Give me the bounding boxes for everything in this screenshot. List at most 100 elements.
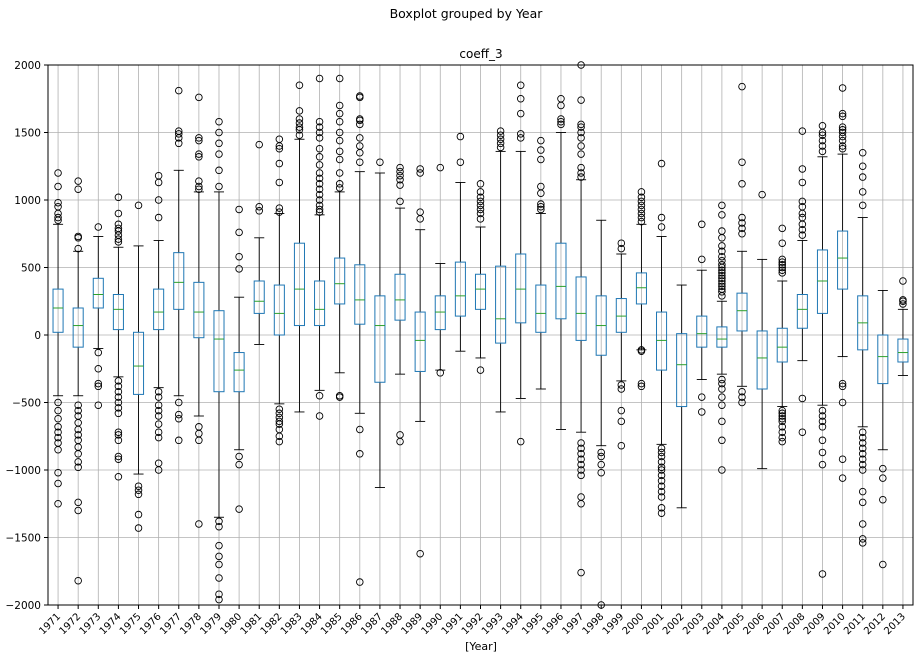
flier-point (838, 455, 847, 463)
flier-point (275, 409, 284, 418)
flier-point (74, 425, 82, 434)
flier-point (637, 347, 646, 355)
flier-point (818, 423, 827, 431)
iqr-box (474, 273, 487, 310)
flier-point (778, 255, 786, 264)
iqr-box (374, 295, 386, 383)
flier-point (537, 189, 545, 197)
flier-point (315, 392, 324, 400)
flier-point (537, 202, 545, 211)
flier-point (74, 431, 82, 439)
flier-point (617, 406, 626, 415)
flier-point (396, 197, 404, 206)
flier-point (235, 265, 243, 273)
flier-point (718, 201, 726, 210)
boxes-layer (52, 61, 909, 609)
flier-point (858, 520, 867, 528)
box-1992 (474, 180, 487, 374)
flier-point (54, 446, 62, 454)
flier-point (335, 180, 344, 188)
y-tick-label: −1000 (5, 465, 41, 477)
flier-point (94, 365, 103, 373)
flier-point (738, 393, 746, 401)
flier-point (617, 244, 626, 253)
flier-point (74, 506, 82, 515)
iqr-box (796, 294, 808, 329)
iqr-box (555, 242, 567, 320)
flier-point (657, 159, 666, 168)
flier-point (738, 158, 746, 166)
iqr-box (535, 284, 547, 333)
flier-point (94, 348, 103, 357)
flier-point (577, 96, 585, 104)
flier-point (778, 433, 786, 442)
flier-point (114, 436, 123, 445)
iqr-box (454, 261, 466, 317)
flier-point (758, 190, 766, 199)
flier-point (858, 487, 867, 496)
box-2011 (857, 148, 869, 547)
flier-point (516, 109, 525, 118)
flier-point (516, 437, 525, 446)
flier-point (154, 213, 163, 222)
flier-point (718, 234, 726, 242)
flier-point (718, 401, 726, 409)
flier-point (657, 509, 666, 517)
flier-point (356, 450, 364, 458)
flier-point (275, 142, 284, 150)
flier-point (335, 128, 344, 137)
flier-point (114, 209, 123, 218)
flier-point (476, 188, 485, 196)
flier-point (537, 136, 545, 145)
flier-point (476, 197, 485, 206)
flier-point (838, 112, 847, 121)
flier-point (577, 173, 585, 181)
box-1981 (253, 140, 265, 345)
flier-point (516, 94, 525, 103)
flier-point (215, 595, 223, 604)
flier-point (335, 136, 344, 145)
flier-point (577, 450, 585, 458)
iqr-box (233, 352, 245, 393)
flier-point (718, 266, 726, 274)
flier-point (416, 549, 424, 558)
flier-point (637, 188, 646, 196)
box-1996 (555, 94, 567, 430)
flier-point (275, 208, 284, 216)
y-tick-label: 2000 (14, 60, 41, 72)
iqr-box (193, 281, 205, 339)
flier-point (295, 126, 304, 134)
box-1989 (414, 165, 426, 558)
iqr-box (354, 264, 366, 325)
flier-point (154, 401, 163, 409)
flier-point (54, 468, 62, 477)
flier-point (74, 406, 82, 415)
flier-point (657, 458, 666, 466)
flier-point (657, 477, 666, 485)
y-tick-label: 1500 (14, 128, 41, 140)
box-2004 (716, 201, 728, 474)
flier-point (335, 147, 344, 156)
flier-point (235, 460, 243, 469)
box-1997 (575, 61, 587, 577)
box-2005 (736, 82, 748, 407)
box-1971 (52, 169, 64, 508)
flier-point (74, 450, 82, 458)
flier-point (537, 200, 545, 208)
box-1974 (112, 193, 124, 481)
flier-point (175, 436, 183, 445)
flier-point (657, 444, 666, 453)
flier-point (215, 182, 223, 191)
flier-point (315, 74, 324, 83)
flier-point (798, 178, 807, 187)
flier-point (74, 185, 82, 193)
flier-point (838, 474, 847, 482)
flier-point (114, 377, 123, 385)
flier-point (778, 224, 786, 233)
iqr-box (52, 288, 64, 333)
iqr-box (495, 265, 507, 344)
flier-point (818, 460, 827, 469)
flier-point (537, 155, 545, 164)
flier-point (315, 180, 324, 188)
flier-point (617, 417, 626, 426)
